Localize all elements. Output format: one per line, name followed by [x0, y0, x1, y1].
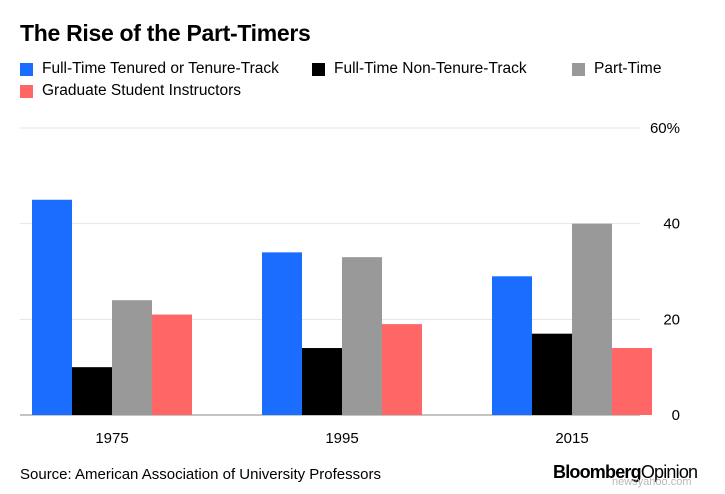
legend-swatch-tenured	[20, 62, 33, 76]
source-note: Source: American Association of Universi…	[20, 466, 381, 483]
y-tick-label-40: 40	[663, 216, 680, 233]
legend-label-part-time: Part-Time	[594, 60, 662, 77]
y-tick-label-0: 0	[672, 407, 680, 424]
bar-1995-series-2	[302, 348, 342, 415]
y-tick-label-60: 60%	[650, 120, 680, 137]
bar-2015-series-1	[492, 276, 532, 415]
legend-label-graduate: Graduate Student Instructors	[42, 82, 242, 99]
watermark: newsyahoo.com	[612, 476, 692, 488]
y-tick-label-20: 20	[663, 311, 680, 328]
x-tick-label-2015: 2015	[555, 430, 588, 447]
legend-item-non-tenure: Full-Time Non-Tenure-Track	[312, 60, 527, 78]
legend-label-tenured: Full-Time Tenured or Tenure-Track	[42, 60, 279, 77]
legend-swatch-non-tenure	[312, 62, 325, 76]
bar-1995-series-4	[382, 324, 422, 415]
legend-swatch-part-time	[572, 62, 585, 76]
x-tick-label-1995: 1995	[325, 430, 358, 447]
legend-item-graduate: Graduate Student Instructors	[20, 82, 241, 100]
bar-2015-series-3	[572, 223, 612, 415]
bar-1975-series-2	[72, 367, 112, 415]
bar-1975-series-1	[32, 199, 72, 415]
bar-1995-series-3	[342, 257, 382, 415]
legend-swatch-graduate	[20, 84, 33, 98]
bar-2015-series-2	[532, 333, 572, 415]
brand-logo-part2: Opinion	[640, 462, 698, 482]
bar-1975-series-3	[112, 300, 152, 415]
x-tick-label-1975: 1975	[95, 430, 128, 447]
legend-item-tenured: Full-Time Tenured or Tenure-Track	[20, 60, 279, 78]
legend-label-non-tenure: Full-Time Non-Tenure-Track	[334, 60, 527, 77]
bar-1995-series-1	[262, 252, 302, 415]
brand-logo-part1: Bloomberg	[553, 462, 642, 482]
legend-item-part-time: Part-Time	[572, 60, 661, 78]
brand-logo: BloombergOpinion	[553, 462, 698, 483]
chart-title: The Rise of the Part-Timers	[20, 20, 311, 46]
bar-2015-series-4	[612, 348, 652, 415]
bar-1975-series-4	[152, 314, 192, 415]
